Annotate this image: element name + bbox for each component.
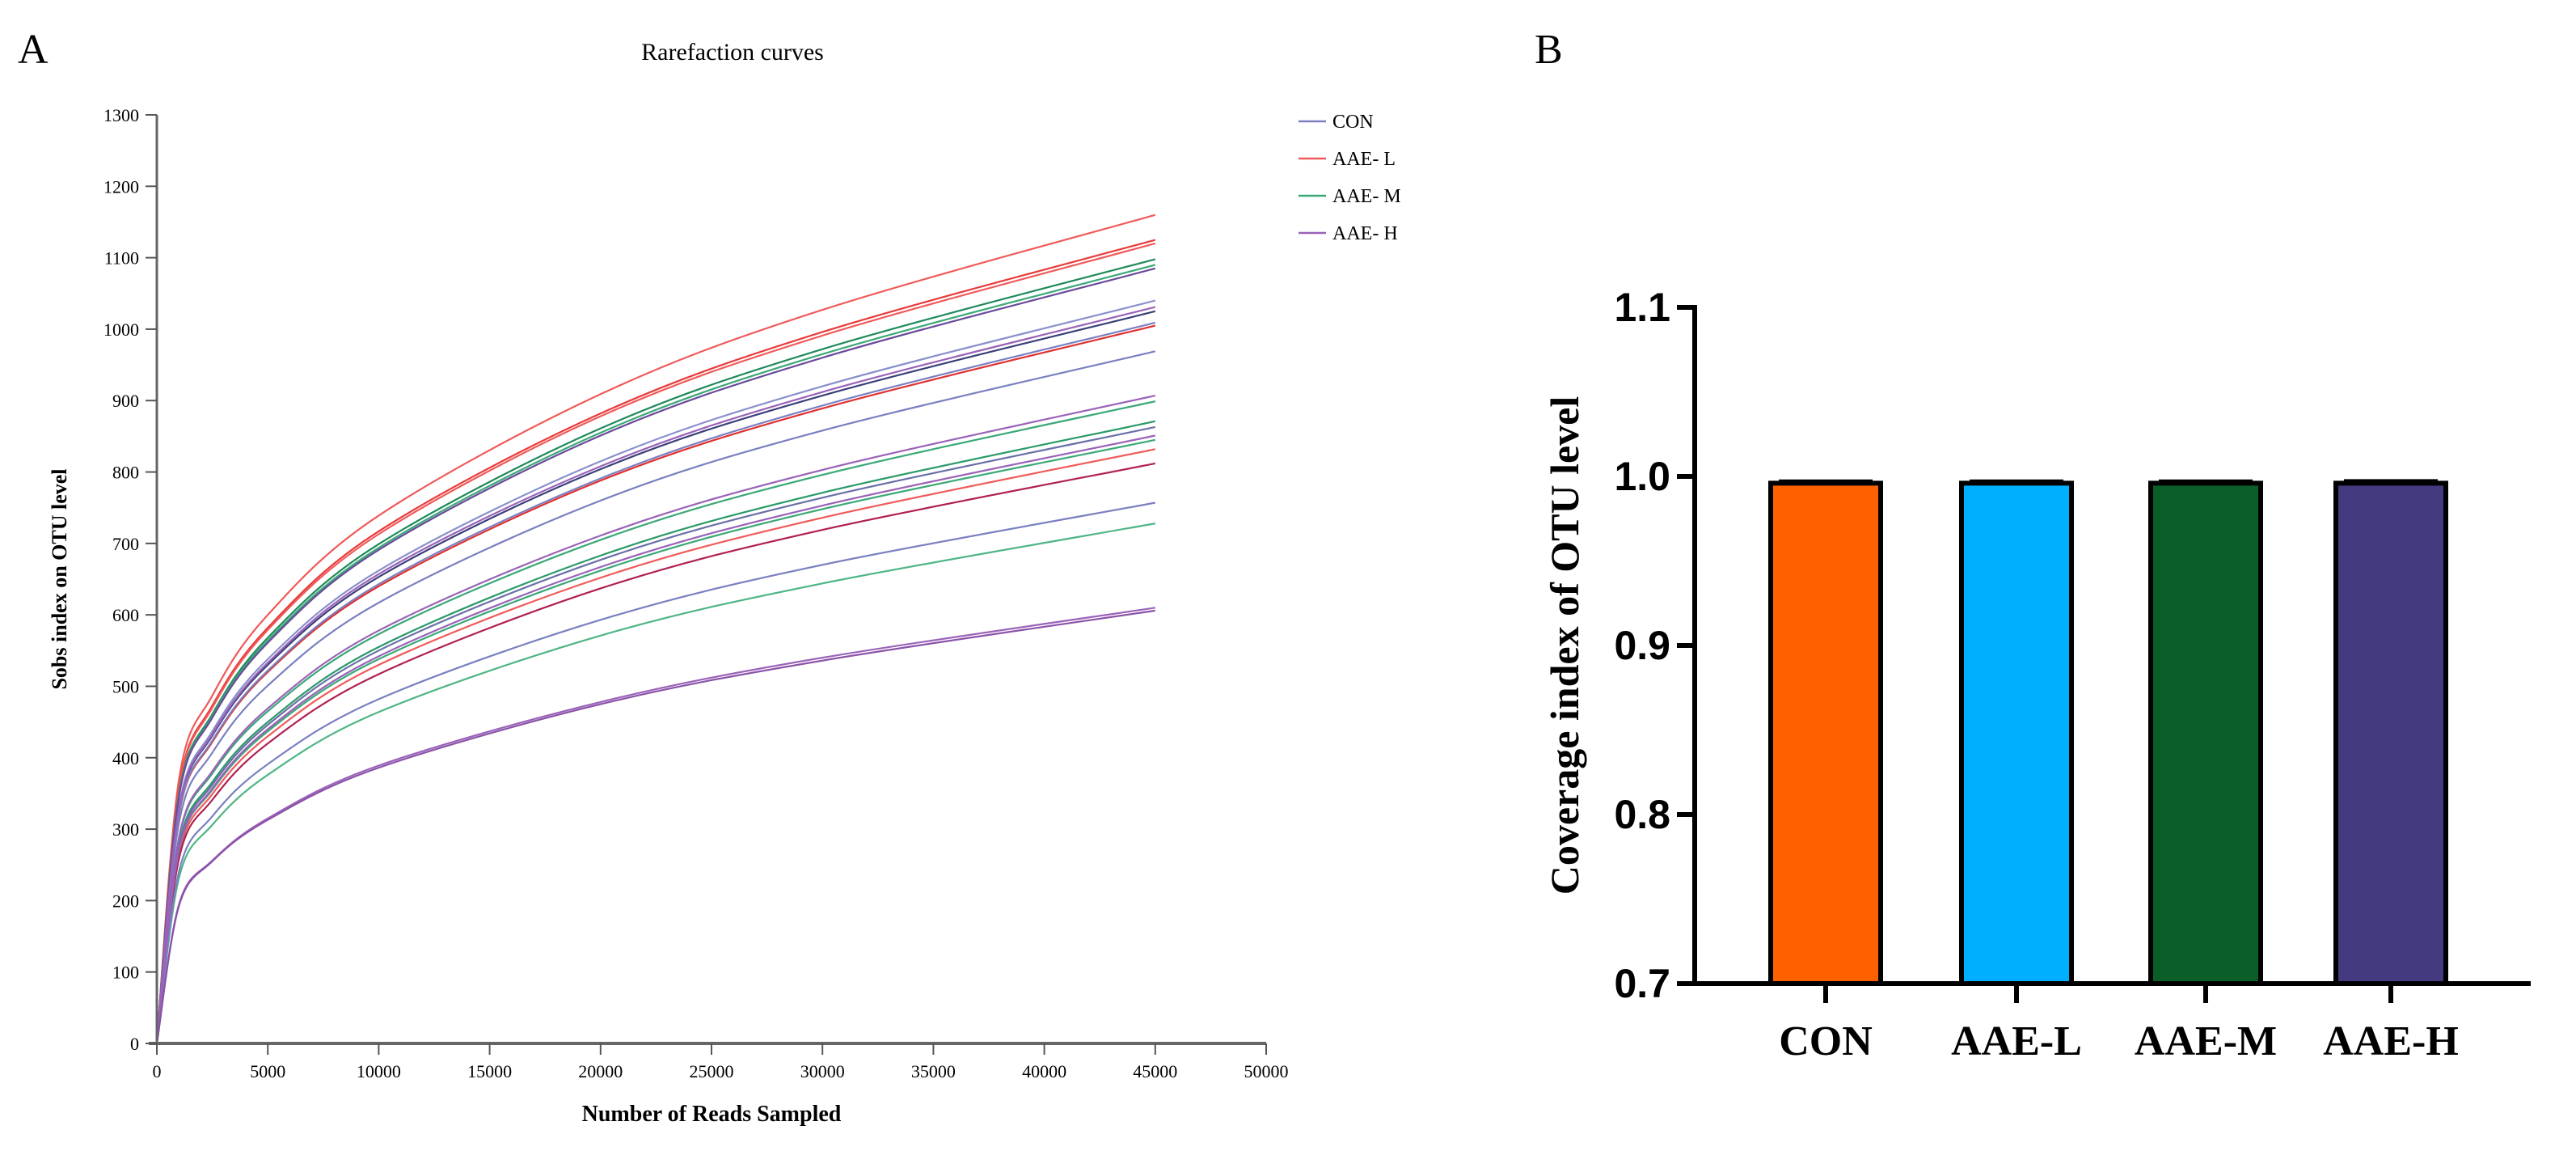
y-axis-label: Sobs index on OTU level bbox=[48, 468, 71, 689]
series-line-aae-m bbox=[155, 420, 1156, 1044]
y-tick-label: 400 bbox=[112, 748, 139, 768]
coverage-bar-chart: Coverage index of OTU level 0.7 0.8 0.9 1.0… bbox=[1542, 285, 2531, 1064]
series-line-aae-m bbox=[155, 400, 1156, 1044]
y-tick-label: 800 bbox=[112, 463, 139, 483]
series-line-con bbox=[155, 425, 1156, 1044]
series-line-con bbox=[155, 501, 1156, 1044]
series-line-con bbox=[155, 321, 1156, 1044]
series-line-aae-l bbox=[155, 239, 1156, 1044]
y-tick-label: 1200 bbox=[103, 176, 139, 197]
y-tick-label: 0.9 bbox=[1614, 623, 1670, 668]
x-tick-label: 10000 bbox=[357, 1061, 401, 1081]
legend-label: AAE- M bbox=[1332, 186, 1401, 207]
series-line-aae-h bbox=[155, 306, 1156, 1044]
bar-aae-l bbox=[1959, 480, 2074, 986]
x-tick-label: 40000 bbox=[1022, 1061, 1066, 1081]
x-tick-label: AAE-H bbox=[2323, 1018, 2459, 1064]
panel-b-label: B bbox=[1535, 27, 1563, 73]
y-tick-label: 1.1 bbox=[1614, 285, 1670, 330]
series-line-aae-h bbox=[155, 434, 1156, 1044]
series-line-aae-h bbox=[155, 394, 1156, 1044]
y-tick-label: 900 bbox=[112, 391, 139, 411]
y-tick-label: 0.7 bbox=[1614, 961, 1670, 1006]
bar-aae-h bbox=[2333, 480, 2448, 986]
y-tick-label: 200 bbox=[112, 891, 139, 911]
y-tick-label: 1000 bbox=[103, 320, 139, 340]
legend-label: AAE- L bbox=[1332, 149, 1396, 170]
series-line-aae-l bbox=[155, 448, 1156, 1044]
series-line-aae-m bbox=[155, 523, 1155, 1044]
x-tick-label: 25000 bbox=[690, 1061, 734, 1081]
series-line-aae-l bbox=[155, 462, 1156, 1044]
x-tick-label: CON bbox=[1779, 1018, 1873, 1064]
x-tick-label: 45000 bbox=[1133, 1061, 1177, 1081]
x-tick-label: AAE-L bbox=[1951, 1018, 2082, 1064]
series-line-aae-l bbox=[155, 242, 1156, 1044]
legend-label: AAE- H bbox=[1332, 223, 1398, 244]
curves bbox=[155, 214, 1156, 1044]
bar-aae-m bbox=[2148, 480, 2263, 986]
x-tick-label: 20000 bbox=[578, 1061, 623, 1081]
y-tick-label: 1.0 bbox=[1614, 454, 1670, 499]
y-axis-label: Coverage index of OTU level bbox=[1542, 396, 1587, 895]
axes: 0.7 0.8 0.9 1.0 1.1 CON AAE-L AAE-M AAE-H bbox=[1614, 285, 2531, 1064]
bar-con bbox=[1768, 480, 1883, 986]
y-tick-label: 300 bbox=[112, 819, 139, 840]
series-line-aae-m bbox=[155, 264, 1156, 1044]
series-line-aae-h bbox=[155, 609, 1155, 1044]
y-tick-label: 1100 bbox=[104, 248, 139, 269]
series-line-con bbox=[155, 350, 1156, 1044]
series-line-aae-h bbox=[155, 267, 1156, 1044]
y-tick-label: 0.8 bbox=[1614, 792, 1670, 837]
panel-a-label: A bbox=[18, 27, 49, 73]
y-tick-label: 700 bbox=[112, 534, 139, 554]
bars bbox=[1768, 479, 2448, 986]
y-tick-label: 600 bbox=[112, 605, 139, 625]
x-axis-label: Number of Reads Sampled bbox=[582, 1102, 842, 1127]
x-tick-label: 0 bbox=[153, 1061, 162, 1081]
x-tick-label: 50000 bbox=[1244, 1061, 1289, 1081]
x-tick-label: 35000 bbox=[911, 1061, 956, 1081]
x-tick-label: 5000 bbox=[250, 1061, 285, 1081]
series-line-aae-h bbox=[155, 607, 1155, 1044]
x-tick-label: 30000 bbox=[800, 1061, 845, 1081]
x-tick-label: AAE-M bbox=[2135, 1018, 2277, 1064]
axes: 0 100 200 300 400 500 600 700 800 900 1000 1100 1200… bbox=[103, 105, 1289, 1081]
y-tick-label: 0 bbox=[130, 1034, 139, 1054]
legend-label: CON bbox=[1332, 112, 1374, 133]
chart-title: Rarefaction curves bbox=[641, 39, 824, 66]
y-tick-label: 100 bbox=[112, 963, 139, 983]
x-tick-label: 15000 bbox=[467, 1061, 512, 1081]
series-line-aae-l bbox=[155, 214, 1156, 1044]
y-tick-label: 500 bbox=[112, 676, 139, 696]
rarefaction-chart: Rarefaction curves Number of Reads Sampl… bbox=[48, 39, 1401, 1127]
y-tick-label: 1300 bbox=[103, 105, 139, 125]
legend: CON AAE- L AAE- M AAE- H bbox=[1299, 112, 1401, 244]
